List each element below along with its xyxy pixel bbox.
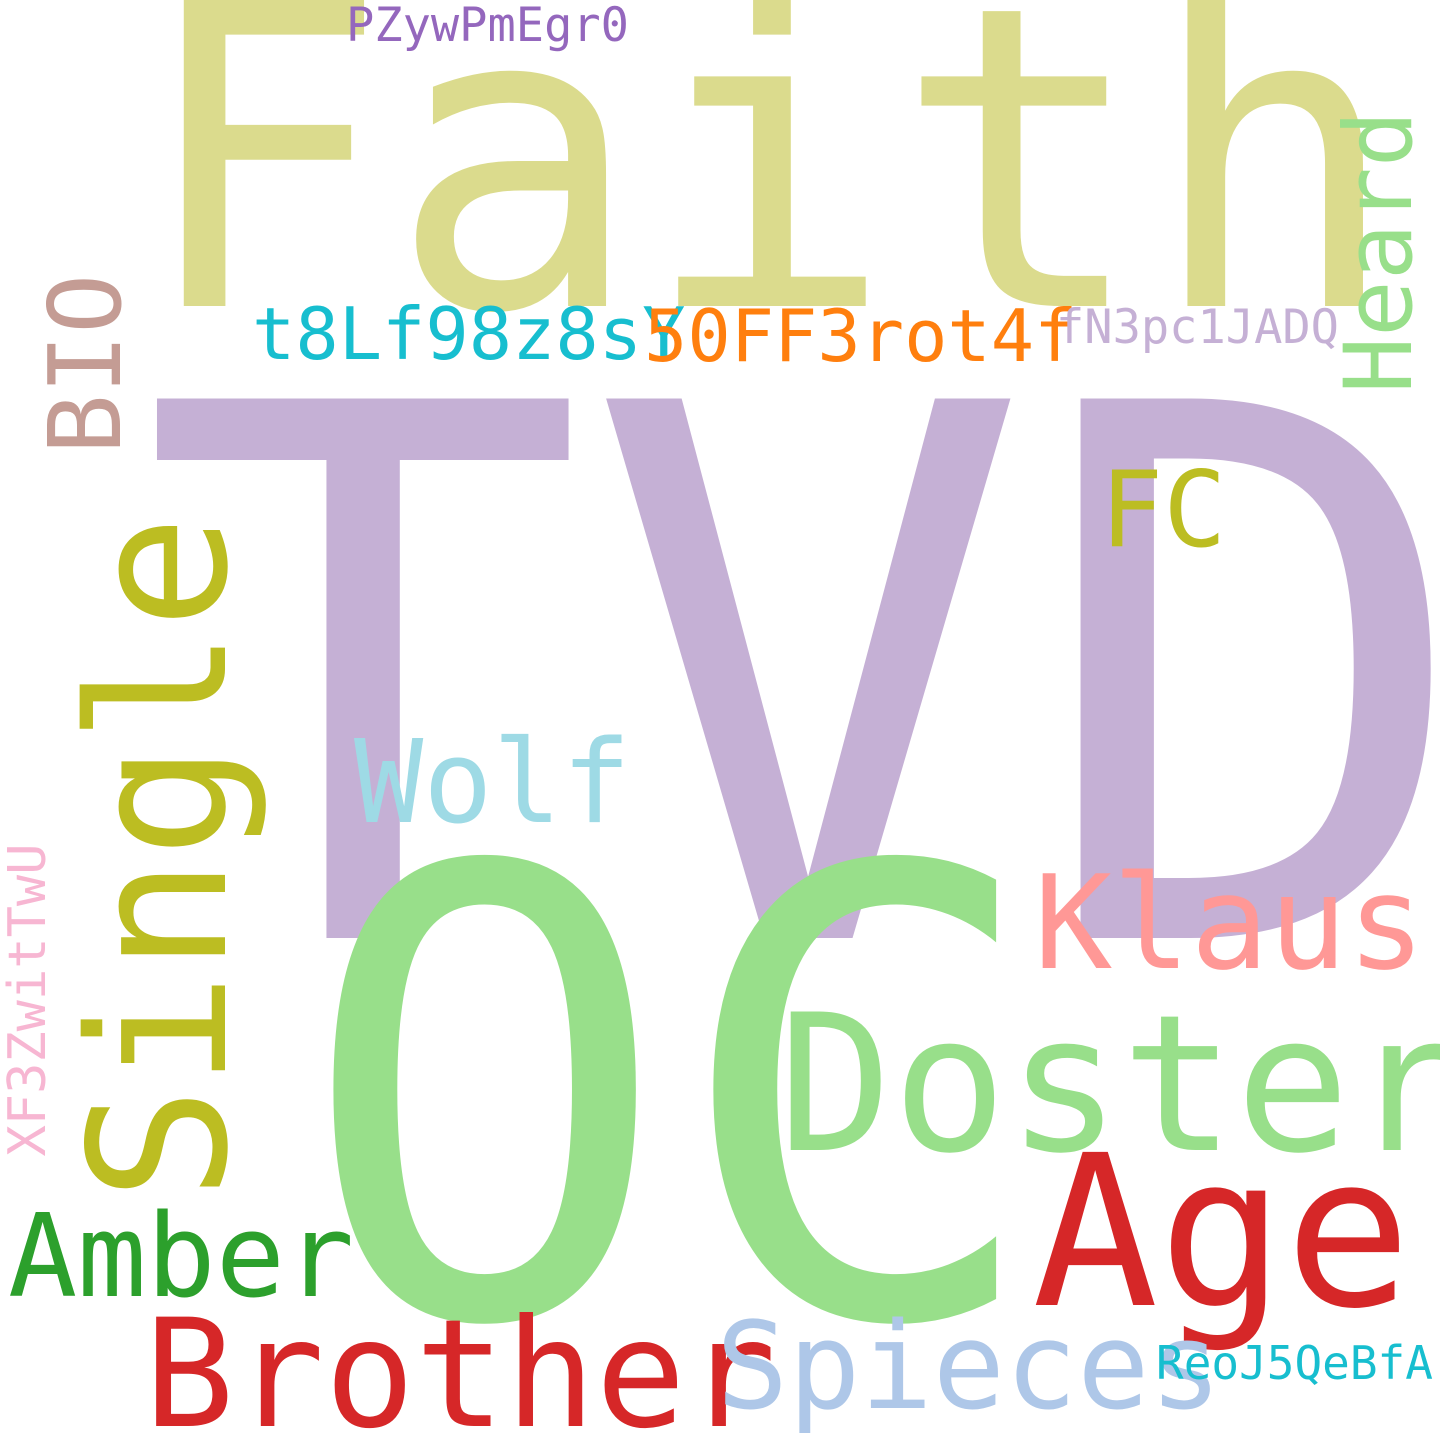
word-bio: BIO bbox=[27, 273, 144, 455]
word-heard: Heard bbox=[1325, 110, 1434, 394]
word-tvd: TVD bbox=[140, 251, 1440, 1113]
word-age: Age bbox=[1032, 1110, 1412, 1355]
word-oc: OC bbox=[298, 741, 1045, 1440]
word-single: Single bbox=[49, 514, 270, 1202]
word-t8lf98z8sy: t8Lf98z8sY bbox=[252, 292, 686, 376]
word-faith: Faith bbox=[136, 0, 1401, 406]
word-xf3zwittwu: XF3ZwitTwU bbox=[0, 843, 58, 1157]
word-reoj5qebfa: ReoJ5QeBfA bbox=[1156, 1336, 1433, 1390]
word-klaus: Klaus bbox=[1034, 847, 1426, 999]
word-wolf: Wolf bbox=[354, 716, 631, 850]
word-doster: Doster bbox=[778, 974, 1440, 1195]
word-pzywpmegr0: PZywPmEgr0 bbox=[346, 0, 629, 53]
word-50ff3rot4f: 50FF3rot4f bbox=[644, 294, 1078, 378]
word-amber: Amber bbox=[8, 1190, 355, 1324]
word-spieces: Spieces bbox=[716, 1298, 1222, 1437]
word-fn3pc1jadq: fN3pc1JADQ bbox=[1056, 300, 1339, 355]
word-fc: FC bbox=[1100, 449, 1227, 571]
word-brother: Brother bbox=[144, 1288, 777, 1440]
